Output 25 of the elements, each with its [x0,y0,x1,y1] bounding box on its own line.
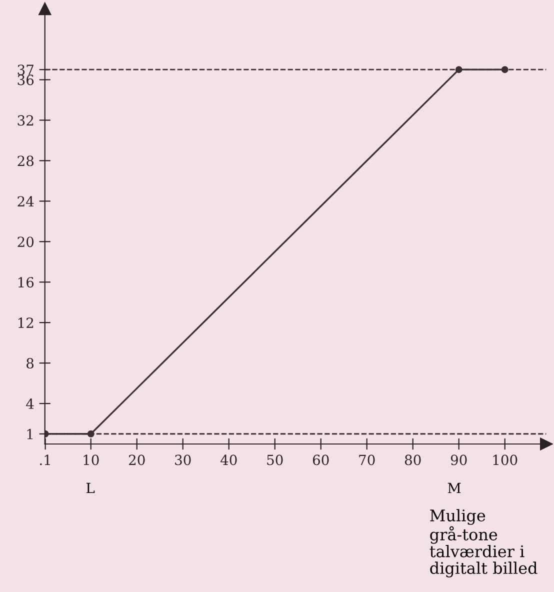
x-tick-label: .1 [40,454,50,466]
x-tick-label: 90 [450,454,467,466]
y-tick-label: 28 [18,156,34,166]
text: L [86,482,95,494]
y-tick-label: 1 [27,428,32,440]
y-tick-label: 24 [18,196,34,206]
y-tick-label: 37 [18,64,34,76]
y-tick-label: 8 [26,358,34,369]
y-tick-label: 4 [26,398,34,409]
x-tick-label: 100 [493,454,518,466]
x-tick-label: 30 [175,454,191,466]
x-tick-label: 60 [312,454,329,466]
y-tick-label: 16 [18,277,34,288]
x-tick-label: 20 [128,454,145,466]
x-tick-label: 80 [404,454,421,466]
y-tick-label: 36 [18,74,34,86]
y-tick-label: 32 [18,115,34,126]
y-tick-label: 20 [18,236,34,248]
text: M [448,482,461,494]
x-axis-title: Mulige grå-tone talværdier i digitalt billed [430,509,538,578]
y-tick-label: 12 [18,318,34,328]
x-tick-label: 50 [267,454,283,466]
x-tick-label: 70 [359,454,375,466]
x-tick-label: 10 [84,454,99,466]
x-tick-label: 40 [220,454,237,466]
